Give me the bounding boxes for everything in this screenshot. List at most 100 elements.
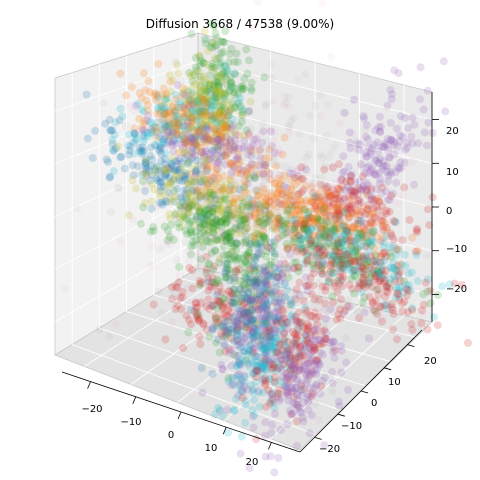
data-point (221, 123, 230, 132)
data-point (175, 173, 183, 182)
data-point (203, 154, 212, 163)
data-point (129, 171, 138, 180)
data-point (220, 97, 229, 105)
data-point (189, 94, 198, 103)
data-point (290, 393, 298, 402)
data-point (152, 130, 161, 139)
data-point (187, 227, 196, 236)
data-point (210, 147, 219, 156)
data-point (124, 130, 133, 139)
data-point (178, 91, 187, 100)
data-point (257, 129, 266, 138)
data-point (190, 135, 199, 144)
data-point (265, 328, 274, 337)
data-point (225, 270, 234, 279)
data-point (192, 186, 201, 195)
data-point (242, 323, 251, 332)
data-point (240, 227, 249, 236)
data-point (233, 154, 242, 163)
data-point (188, 133, 197, 142)
data-point (189, 113, 197, 122)
data-point (275, 351, 284, 360)
data-point (274, 198, 283, 207)
data-point (147, 197, 156, 206)
data-point (261, 365, 270, 373)
data-point (232, 362, 241, 370)
data-point (236, 186, 245, 194)
data-point (178, 293, 187, 302)
data-point (254, 305, 263, 314)
data-point (201, 147, 210, 156)
data-point (281, 327, 289, 336)
data-point (189, 91, 197, 99)
data-point (270, 287, 279, 296)
data-point (297, 204, 306, 213)
data-point (350, 97, 359, 105)
data-point (248, 202, 257, 211)
data-point (313, 215, 322, 224)
data-point (255, 169, 264, 178)
data-point (256, 247, 265, 255)
data-point (245, 322, 254, 331)
data-point (213, 86, 222, 95)
data-point (214, 221, 223, 230)
data-point (226, 106, 234, 115)
data-point (393, 335, 401, 344)
data-point (256, 145, 265, 154)
data-point (172, 111, 181, 120)
data-point (224, 211, 233, 220)
data-point (185, 113, 193, 122)
data-point (159, 84, 168, 93)
data-point (250, 135, 259, 144)
data-point (267, 366, 276, 375)
data-point (238, 105, 247, 114)
data-point (162, 94, 171, 103)
data-point (220, 127, 229, 136)
data-point (242, 45, 251, 54)
data-point (398, 132, 407, 141)
data-point (248, 315, 257, 324)
data-point (275, 396, 284, 405)
data-point (158, 90, 167, 99)
data-point (196, 122, 205, 131)
data-point (161, 197, 170, 205)
data-point (192, 132, 200, 141)
data-point (183, 129, 192, 138)
data-point (150, 122, 159, 131)
data-point (216, 217, 225, 226)
data-point (244, 250, 252, 259)
data-point (219, 322, 228, 331)
grid-line (197, 194, 433, 252)
data-point (268, 224, 277, 233)
data-point (261, 240, 270, 249)
data-point (277, 300, 286, 308)
data-point (196, 222, 205, 231)
data-point (290, 264, 299, 273)
data-point (199, 76, 208, 85)
data-point (260, 188, 269, 197)
data-point (342, 205, 351, 214)
data-point (208, 191, 217, 200)
data-point (296, 207, 305, 215)
data-point (252, 279, 261, 288)
data-point (282, 373, 291, 382)
data-point (207, 96, 216, 105)
data-point (180, 129, 189, 138)
data-point (168, 294, 177, 303)
data-point (249, 369, 258, 378)
data-point (250, 208, 259, 217)
data-point (352, 145, 361, 153)
data-point (360, 308, 369, 317)
data-point (159, 182, 168, 191)
data-point (230, 69, 239, 78)
data-point (217, 132, 226, 140)
data-point (211, 86, 220, 95)
data-point (191, 133, 200, 141)
data-point (111, 144, 120, 153)
data-point (215, 201, 224, 210)
data-point (184, 204, 193, 213)
data-point (302, 371, 310, 380)
data-point (192, 162, 201, 171)
data-point (256, 217, 265, 226)
data-point (297, 391, 306, 400)
